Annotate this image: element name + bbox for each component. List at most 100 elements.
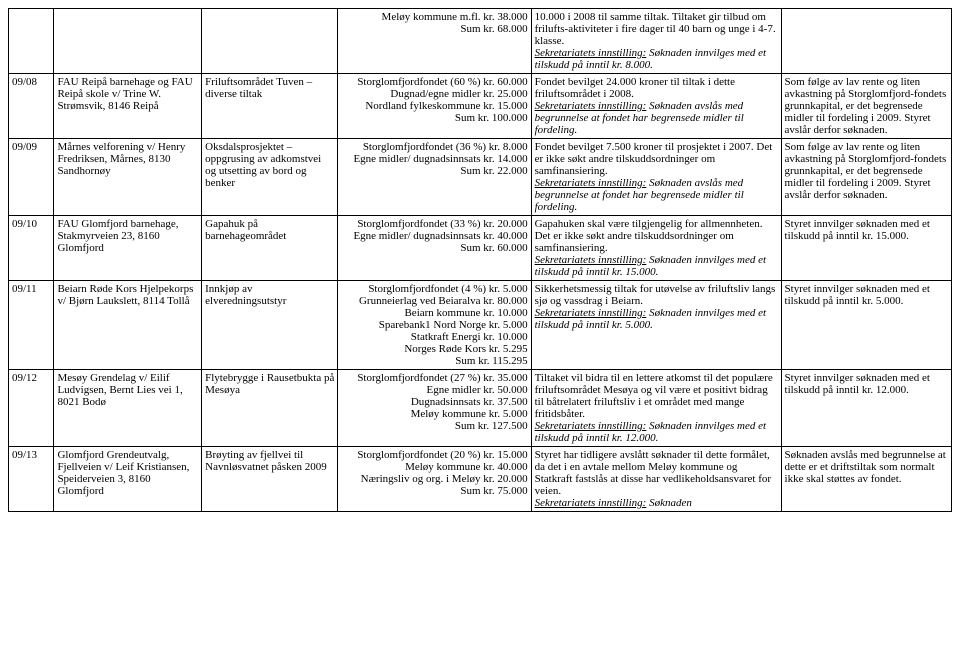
table-row: 09/12Mesøy Grendelag v/ Eilif Ludvigsen,…: [9, 370, 952, 447]
decision-cell: Styret innvilger søknaden med et tilskud…: [781, 370, 951, 447]
table-row: 09/13Glomfjord Grendeutvalg, Fjellveien …: [9, 447, 952, 512]
financing-line: Norges Røde Kors kr. 5.295: [341, 343, 527, 355]
project-cell: Friluftsområdet Tuven – diverse tiltak: [202, 74, 338, 139]
decision-cell: Som følge av lav rente og liten avkastni…: [781, 74, 951, 139]
sekretariat-label: Sekretariatets innstilling:: [535, 254, 647, 266]
financing-line: Storglomfjordfondet (60 %) kr. 60.000: [341, 76, 527, 88]
sekretariat-label: Sekretariatets innstilling:: [535, 177, 647, 189]
financing-line: Sum kr. 115.295: [341, 355, 527, 367]
financing-line: Meløy kommune m.fl. kr. 38.000: [341, 11, 527, 23]
financing-line: Næringsliv og org. i Meløy kr. 20.000: [341, 473, 527, 485]
financing-line: Storglomfjordfondet (33 %) kr. 20.000: [341, 218, 527, 230]
evaluation-cell: Styret har tidligere avslått søknader ti…: [531, 447, 781, 512]
sekretariat-block: Sekretariatets innstilling: Søknaden: [535, 497, 692, 509]
table-row: 09/11Beiarn Røde Kors Hjelpekorps v/ Bjø…: [9, 281, 952, 370]
evaluation-cell: Tiltaket vil bidra til en lettere atkoms…: [531, 370, 781, 447]
project-cell: Gapahuk på barnehageområdet: [202, 216, 338, 281]
financing-line: Storglomfjordfondet (36 %) kr. 8.000: [341, 141, 527, 153]
applicant-cell: FAU Reipå barnehage og FAU Reipå skole v…: [54, 74, 202, 139]
sekretariat-label: Sekretariatets innstilling:: [535, 497, 647, 509]
applicant-cell: FAU Glomfjord barnehage, Stakmyrveien 23…: [54, 216, 202, 281]
financing-cell: Meløy kommune m.fl. kr. 38.000Sum kr. 68…: [338, 9, 531, 74]
evaluation-text: Fondet bevilget 24.000 kroner til tiltak…: [535, 76, 735, 100]
financing-line: Storglomfjordfondet (4 %) kr. 5.000: [341, 283, 527, 295]
evaluation-text: Sikkerhetsmessig tiltak for utøvelse av …: [535, 283, 776, 307]
sekretariat-block: Sekretariatets innstilling: Søknaden inn…: [535, 47, 766, 71]
financing-line: Grunneierlag ved Beiaralva kr. 80.000: [341, 295, 527, 307]
table-row: 09/09Mårnes velforening v/ Henry Fredrik…: [9, 139, 952, 216]
table-row: 09/08FAU Reipå barnehage og FAU Reipå sk…: [9, 74, 952, 139]
case-id: [9, 9, 54, 74]
table-row: 09/10FAU Glomfjord barnehage, Stakmyrvei…: [9, 216, 952, 281]
decision-cell: Styret innvilger søknaden med et tilskud…: [781, 216, 951, 281]
financing-line: Sparebank1 Nord Norge kr. 5.000: [341, 319, 527, 331]
sekretariat-label: Sekretariatets innstilling:: [535, 420, 647, 432]
sekretariat-block: Sekretariatets innstilling: Søknaden inn…: [535, 307, 766, 331]
evaluation-text: Fondet bevilget 7.500 kroner til prosjek…: [535, 141, 773, 177]
sekretariat-text: Søknaden: [646, 497, 692, 509]
decision-cell: Styret innvilger søknaden med et tilskud…: [781, 281, 951, 370]
applicant-cell: Mesøy Grendelag v/ Eilif Ludvigsen, Bern…: [54, 370, 202, 447]
sekretariat-label: Sekretariatets innstilling:: [535, 100, 647, 112]
financing-cell: Storglomfjordfondet (20 %) kr. 15.000Mel…: [338, 447, 531, 512]
applicant-cell: [54, 9, 202, 74]
evaluation-cell: Sikkerhetsmessig tiltak for utøvelse av …: [531, 281, 781, 370]
project-cell: Brøyting av fjellvei til Navnløsvatnet p…: [202, 447, 338, 512]
case-id: 09/12: [9, 370, 54, 447]
financing-line: Beiarn kommune kr. 10.000: [341, 307, 527, 319]
financing-line: Storglomfjordfondet (20 %) kr. 15.000: [341, 449, 527, 461]
applicant-cell: Glomfjord Grendeutvalg, Fjellveien v/ Le…: [54, 447, 202, 512]
evaluation-text: Tiltaket vil bidra til en lettere atkoms…: [535, 372, 773, 420]
financing-line: Nordland fylkeskommune kr. 15.000: [341, 100, 527, 112]
table-row: Meløy kommune m.fl. kr. 38.000Sum kr. 68…: [9, 9, 952, 74]
decision-cell: Som følge av lav rente og liten avkastni…: [781, 139, 951, 216]
evaluation-cell: Fondet bevilget 24.000 kroner til tiltak…: [531, 74, 781, 139]
financing-cell: Storglomfjordfondet (33 %) kr. 20.000Egn…: [338, 216, 531, 281]
financing-line: Egne midler/ dugnadsinnsats kr. 40.000: [341, 230, 527, 242]
financing-line: Statkraft Energi kr. 10.000: [341, 331, 527, 343]
evaluation-cell: 10.000 i 2008 til samme tiltak. Tiltaket…: [531, 9, 781, 74]
case-id: 09/08: [9, 74, 54, 139]
financing-line: Sum kr. 68.000: [341, 23, 527, 35]
evaluation-text: 10.000 i 2008 til samme tiltak. Tiltaket…: [535, 11, 776, 47]
sekretariat-block: Sekretariatets innstilling: Søknaden inn…: [535, 254, 766, 278]
sekretariat-block: Sekretariatets innstilling: Søknaden avs…: [535, 177, 744, 213]
decision-cell: [781, 9, 951, 74]
evaluation-cell: Gapahuken skal være tilgjengelig for all…: [531, 216, 781, 281]
case-id: 09/13: [9, 447, 54, 512]
sekretariat-block: Sekretariatets innstilling: Søknaden inn…: [535, 420, 766, 444]
project-cell: Flytebrygge i Rausetbukta på Mesøya: [202, 370, 338, 447]
financing-line: Dugnad/egne midler kr. 25.000: [341, 88, 527, 100]
case-id: 09/11: [9, 281, 54, 370]
case-id: 09/09: [9, 139, 54, 216]
applications-table: Meløy kommune m.fl. kr. 38.000Sum kr. 68…: [8, 8, 952, 512]
evaluation-cell: Fondet bevilget 7.500 kroner til prosjek…: [531, 139, 781, 216]
sekretariat-block: Sekretariatets innstilling: Søknaden avs…: [535, 100, 744, 136]
evaluation-text: Gapahuken skal være tilgjengelig for all…: [535, 218, 763, 254]
sekretariat-label: Sekretariatets innstilling:: [535, 47, 647, 59]
financing-line: Sum kr. 60.000: [341, 242, 527, 254]
financing-cell: Storglomfjordfondet (27 %) kr. 35.000Egn…: [338, 370, 531, 447]
financing-line: Sum kr. 22.000: [341, 165, 527, 177]
evaluation-text: Styret har tidligere avslått søknader ti…: [535, 449, 771, 497]
financing-line: Meløy kommune kr. 40.000: [341, 461, 527, 473]
financing-line: Sum kr. 127.500: [341, 420, 527, 432]
financing-line: Egne midler/ dugnadsinnsats kr. 14.000: [341, 153, 527, 165]
project-cell: [202, 9, 338, 74]
financing-line: Meløy kommune kr. 5.000: [341, 408, 527, 420]
financing-line: Sum kr. 100.000: [341, 112, 527, 124]
financing-line: Sum kr. 75.000: [341, 485, 527, 497]
applicant-cell: Mårnes velforening v/ Henry Fredriksen, …: [54, 139, 202, 216]
sekretariat-label: Sekretariatets innstilling:: [535, 307, 647, 319]
case-id: 09/10: [9, 216, 54, 281]
decision-cell: Søknaden avslås med begrunnelse at dette…: [781, 447, 951, 512]
financing-line: Dugnadsinnsats kr. 37.500: [341, 396, 527, 408]
applicant-cell: Beiarn Røde Kors Hjelpekorps v/ Bjørn La…: [54, 281, 202, 370]
financing-line: Egne midler kr. 50.000: [341, 384, 527, 396]
project-cell: Oksdalsprosjektet – oppgrusing av adkoms…: [202, 139, 338, 216]
project-cell: Innkjøp av elveredningsutstyr: [202, 281, 338, 370]
financing-cell: Storglomfjordfondet (4 %) kr. 5.000Grunn…: [338, 281, 531, 370]
financing-cell: Storglomfjordfondet (60 %) kr. 60.000Dug…: [338, 74, 531, 139]
financing-cell: Storglomfjordfondet (36 %) kr. 8.000Egne…: [338, 139, 531, 216]
financing-line: Storglomfjordfondet (27 %) kr. 35.000: [341, 372, 527, 384]
